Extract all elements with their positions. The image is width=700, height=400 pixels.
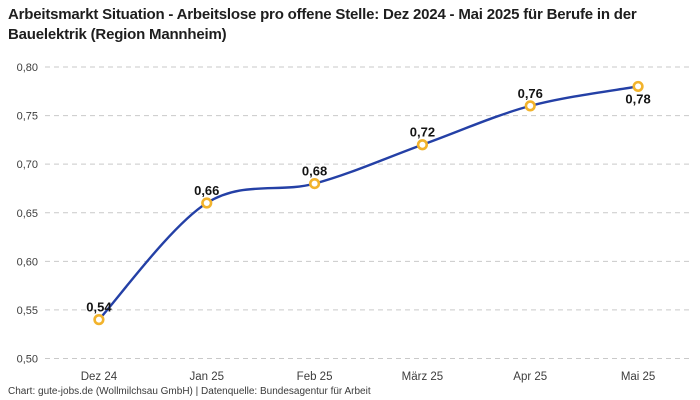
chart-source: Chart: gute-jobs.de (Wollmilchsau GmbH) … — [8, 386, 371, 397]
data-point-label: 0,76 — [518, 86, 543, 101]
chart-title: Arbeitsmarkt Situation - Arbeitslose pro… — [8, 6, 637, 43]
x-tick-label: Apr 25 — [513, 371, 547, 383]
data-point-marker — [93, 314, 105, 326]
y-tick-label: 0,50 — [17, 354, 38, 366]
x-tick-label: Dez 24 — [81, 371, 118, 383]
x-tick-label: Feb 25 — [297, 371, 333, 383]
data-point-label: 0,66 — [194, 183, 219, 198]
data-point-marker — [416, 139, 429, 151]
y-tick-label: 0,55 — [17, 305, 38, 317]
y-tick-label: 0,80 — [17, 62, 38, 74]
x-tick-label: März 25 — [402, 371, 444, 383]
y-tick-label: 0,65 — [17, 208, 38, 220]
data-point-label: 0,68 — [302, 164, 327, 179]
data-point-marker — [308, 178, 321, 190]
data-point-marker — [632, 80, 644, 93]
series-line — [97, 85, 640, 321]
y-tick-label: 0,60 — [17, 256, 38, 268]
data-point-marker — [201, 197, 213, 209]
x-tick-label: Jan 25 — [189, 371, 224, 383]
data-point-marker — [524, 100, 536, 112]
data-point-label: 0,54 — [86, 300, 112, 315]
data-point-label: 0,72 — [410, 125, 435, 140]
y-tick-label: 0,75 — [17, 111, 38, 123]
y-tick-label: 0,70 — [17, 159, 38, 171]
data-point-label: 0,78 — [625, 91, 650, 106]
x-tick-label: Mai 25 — [621, 371, 656, 383]
